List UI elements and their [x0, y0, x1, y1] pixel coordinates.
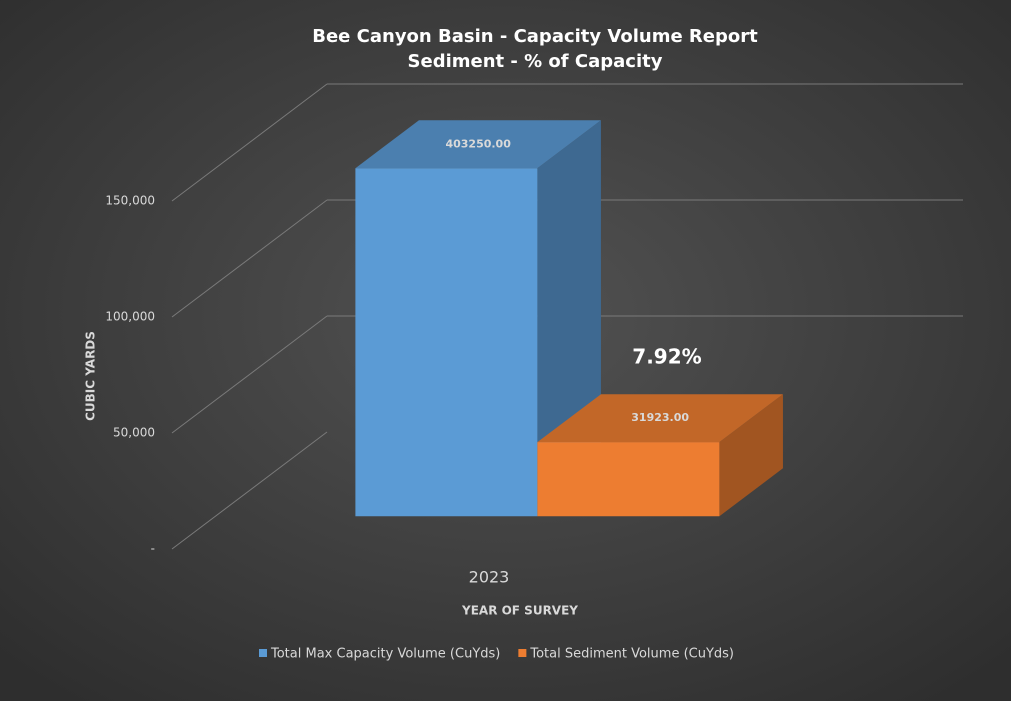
chart-subtitle: Sediment - % of Capacity [408, 51, 663, 72]
x-tick-label: 2023 [469, 568, 510, 587]
legend-swatch [259, 649, 267, 657]
legend: Total Max Capacity Volume (CuYds) Total S… [259, 647, 734, 662]
annotation: 7.92% [632, 345, 701, 369]
bar-top [537, 394, 783, 443]
grid-line [171, 199, 328, 318]
legend-label: Total Max Capacity Volume (CuYds) [270, 647, 500, 662]
legend-label: Total Sediment Volume (CuYds) [529, 647, 734, 662]
grid-line [171, 315, 328, 434]
data-label: 403250.00 [445, 137, 511, 150]
y-tick-label: - [151, 542, 155, 556]
y-tick-label: 50,000 [113, 426, 155, 440]
bar [355, 168, 538, 517]
legend-swatch [518, 649, 527, 657]
chart-title: Bee Canyon Basin - Capacity Volume Repor… [312, 26, 758, 47]
x-axis-title: YEAR OF SURVEY [461, 604, 578, 618]
bar-top [355, 120, 601, 169]
bar [537, 442, 720, 517]
bar-side [719, 394, 783, 517]
y-axis-title: CUBIC YARDS [84, 331, 98, 421]
grid-line [171, 431, 328, 550]
grid-line [171, 83, 328, 202]
y-tick-label: 150,000 [105, 194, 155, 208]
y-tick-label: 100,000 [105, 310, 155, 324]
data-label: 31923.00 [631, 411, 689, 424]
